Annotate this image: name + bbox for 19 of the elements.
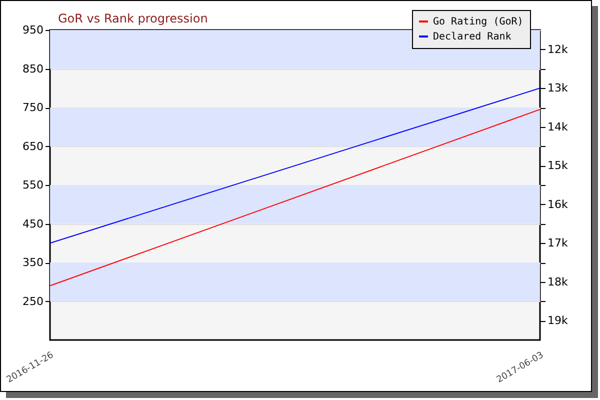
- y2-tick-label: 18k: [548, 275, 568, 288]
- chart-title: GoR vs Rank progression: [58, 12, 208, 26]
- legend-label: Declared Rank: [433, 32, 512, 42]
- y-tick-label: 350: [22, 256, 44, 269]
- y-tick-label: 250: [22, 294, 44, 308]
- y-tick-label: 650: [22, 140, 44, 153]
- y-tick-label: 750: [22, 101, 44, 114]
- y-tick-label: 550: [22, 178, 44, 192]
- y-tick-label: 950: [22, 24, 44, 36]
- legend-label: Go Rating (GoR): [433, 16, 524, 28]
- y2-tick-label: 12k: [548, 42, 568, 56]
- y2-tick-label: 13k: [548, 82, 568, 95]
- y2-tick-label: 19k: [548, 314, 568, 328]
- y-tick-label: 850: [22, 62, 44, 76]
- y2-tick-label: 15k: [548, 159, 568, 172]
- y-tick-label: 450: [22, 217, 44, 230]
- y2-tick-label: 17k: [548, 236, 568, 250]
- y2-tick-label: 16k: [548, 198, 568, 211]
- y2-tick-label: 14k: [548, 120, 568, 134]
